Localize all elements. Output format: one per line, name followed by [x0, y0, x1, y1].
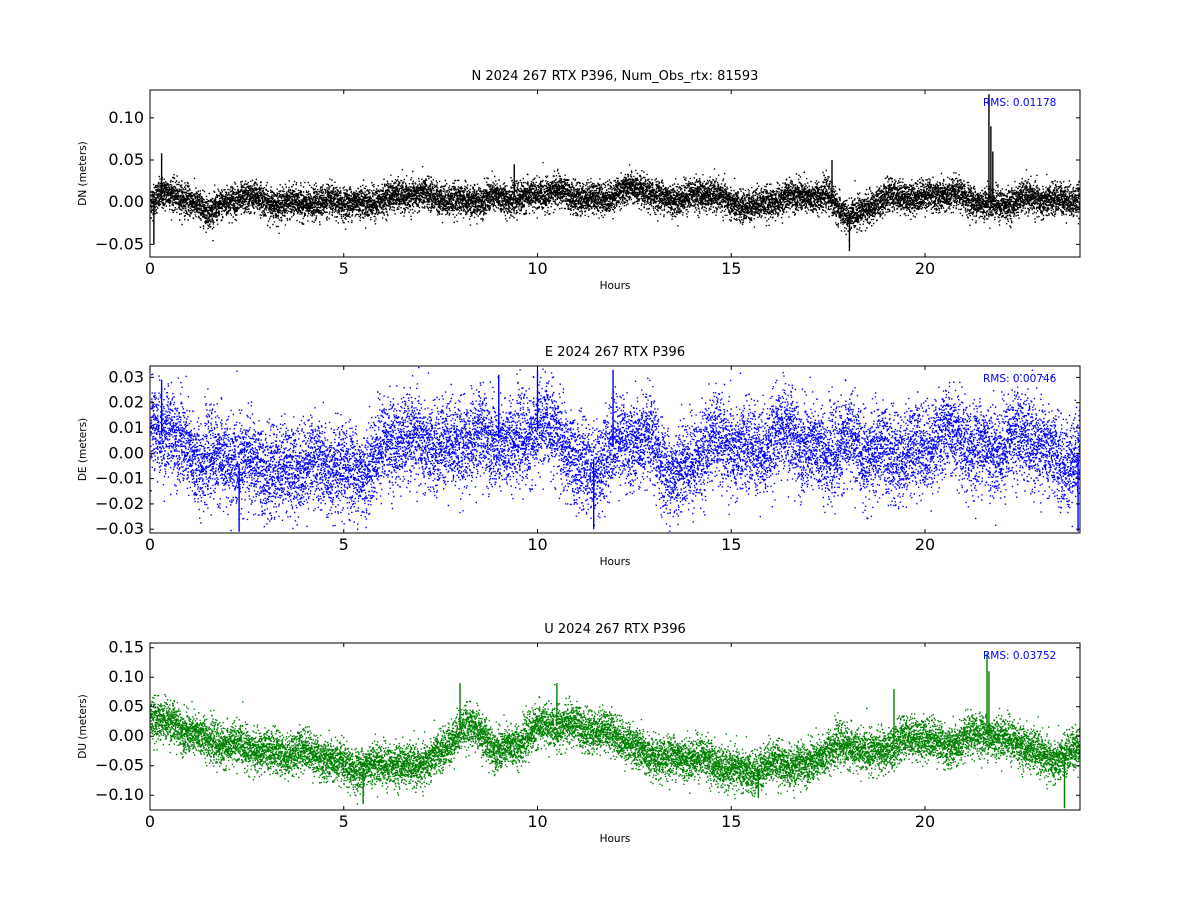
axes-frame: [149, 89, 1081, 258]
y-tick-label: 0.02: [108, 393, 144, 412]
y-tick-label: 0.10: [108, 108, 144, 127]
y-tick-label: 0.10: [108, 667, 144, 686]
y-axis-label: DN (meters): [77, 141, 89, 206]
rms-annotation: RMS: 0.00746: [983, 373, 1057, 385]
subplot-2: 0 5 10 15 20 0.15 0.10 0.05 0.00 −0.05 −0.10 U 2024…: [77, 622, 1081, 845]
y-tick-label: 0.01: [108, 418, 144, 437]
subplots: 0 5 10 15 20 0.10 0.05 0.00 −0.05 N 2024 267 RTX …: [77, 69, 1081, 845]
y-tick-label: −0.02: [95, 494, 144, 513]
x-tick-label: 0: [145, 535, 155, 554]
x-tick-label: 10: [527, 535, 547, 554]
y-tick-label: 0.05: [108, 150, 144, 169]
x-tick-label: 15: [721, 259, 741, 278]
axes-frame: [149, 365, 1081, 534]
data-points: [150, 684, 1080, 805]
x-axis-label: Hours: [600, 833, 631, 845]
x-axis-label: Hours: [600, 280, 631, 292]
x-tick-label: 20: [915, 259, 935, 278]
x-tick-label: 5: [339, 535, 349, 554]
rms-annotation: RMS: 0.03752: [983, 650, 1056, 662]
data-series: [150, 94, 1080, 252]
x-tick-label: 5: [339, 812, 349, 831]
y-tick-label: −0.05: [95, 234, 144, 253]
y-axis-label: DE (meters): [77, 418, 89, 481]
x-tick-label: 5: [339, 259, 349, 278]
x-axis-label: Hours: [600, 556, 631, 568]
x-tick-label: 20: [915, 812, 935, 831]
y-axis-label: DU (meters): [77, 694, 89, 758]
subplot-1: 0 5 10 15 20 0.03 0.02 0.01 0.00 −0.01 −0.02 −0.03 E…: [77, 345, 1081, 568]
data-points: [150, 366, 1080, 532]
y-tick-label: 0.00: [108, 192, 144, 211]
y-tick-label: 0.15: [108, 638, 144, 657]
data-series: [150, 653, 1080, 809]
y-tick-label: 0.03: [108, 367, 144, 386]
rms-annotation: RMS: 0.01178: [983, 97, 1056, 109]
x-tick-label: 10: [527, 259, 547, 278]
x-tick-label: 20: [915, 535, 935, 554]
y-tick-label: 0.00: [108, 726, 144, 745]
x-tick-label: 0: [145, 259, 155, 278]
y-tick-label: 0.05: [108, 697, 144, 716]
data-points: [150, 161, 1080, 242]
y-tick-label: −0.05: [95, 756, 144, 775]
x-tick-label: 15: [721, 535, 741, 554]
data-series: [150, 366, 1080, 532]
y-tick-label: −0.10: [95, 785, 144, 804]
y-tick-label: −0.03: [95, 519, 144, 538]
x-tick-label: 15: [721, 812, 741, 831]
x-tick-label: 0: [145, 812, 155, 831]
chart-title: U 2024 267 RTX P396: [544, 622, 686, 637]
y-tick-label: −0.01: [95, 469, 144, 488]
chart-title: N 2024 267 RTX P396, Num_Obs_rtx: 81593: [472, 69, 759, 84]
axes-frame: [149, 642, 1081, 811]
subplot-0: 0 5 10 15 20 0.10 0.05 0.00 −0.05 N 2024 267 RTX …: [77, 69, 1081, 292]
y-tick-label: 0.00: [108, 443, 144, 462]
x-tick-label: 10: [527, 812, 547, 831]
chart-title: E 2024 267 RTX P396: [545, 345, 685, 360]
